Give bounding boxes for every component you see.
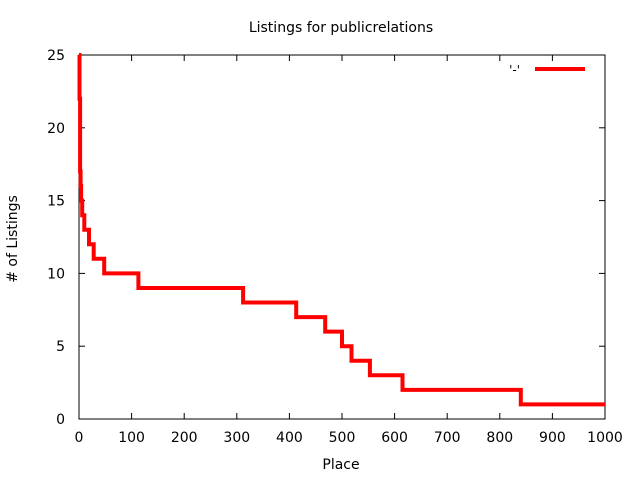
plot-frame [78, 54, 606, 420]
x-tick-label: 200 [171, 430, 198, 446]
tick-labels: 0 100 200 300 400 500 600 700 800 900 1000 0 5 10 15 20… [47, 48, 623, 446]
y-tick-label: 20 [47, 121, 65, 137]
plot-border [78, 54, 606, 420]
y-tick-label: 25 [47, 48, 65, 64]
x-tick-label: 900 [539, 430, 566, 446]
series-line [77, 53, 605, 407]
legend: '-' [509, 63, 585, 77]
x-tick-label: 0 [75, 430, 84, 446]
y-tick-label: 0 [56, 412, 65, 428]
x-tick-label: 100 [118, 430, 145, 446]
x-tick-label: 800 [486, 430, 513, 446]
y-tick-label: 15 [47, 194, 65, 210]
y-axis-label: # of Listings [5, 195, 21, 283]
axis-ticks [78, 54, 606, 420]
x-tick-label: 500 [329, 430, 356, 446]
x-tick-label: 300 [223, 430, 250, 446]
x-tick-label: 1000 [587, 430, 623, 446]
legend-label: '-' [509, 63, 520, 77]
series-layer [77, 53, 605, 407]
y-tick-label: 5 [56, 339, 65, 355]
x-tick-label: 400 [276, 430, 303, 446]
x-axis-label: Place [322, 457, 359, 473]
chart-title: Listings for publicrelations [249, 20, 433, 36]
x-tick-label: 600 [381, 430, 408, 446]
x-tick-label: 700 [434, 430, 461, 446]
y-tick-label: 10 [47, 266, 65, 282]
